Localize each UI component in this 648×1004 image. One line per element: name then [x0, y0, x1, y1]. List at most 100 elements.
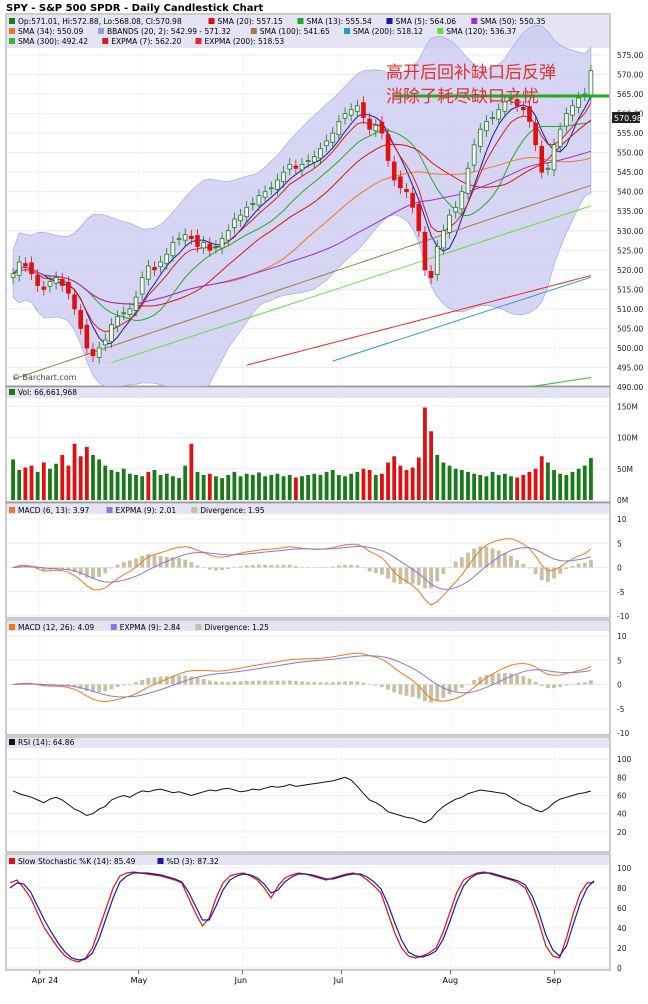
macd2-divergence-bar — [373, 684, 378, 686]
last-price-tag — [612, 112, 640, 123]
candle-body — [66, 281, 71, 294]
candlestick — [391, 155, 397, 187]
price-legend-swatch — [471, 18, 478, 24]
candlestick — [385, 128, 391, 167]
price-tick-label: 505.00 — [617, 324, 643, 333]
candlestick — [139, 271, 145, 301]
macd1-divergence-bar — [570, 565, 575, 568]
rsi-tick-label: 80 — [617, 773, 627, 782]
volume-bar — [11, 459, 15, 500]
candle-body — [342, 113, 348, 119]
price-tick-label: 550.00 — [617, 149, 643, 158]
price-legend-label: SMA (50): 550.35 — [480, 17, 546, 26]
macd1-divergence-bar — [552, 567, 556, 579]
volume-bar — [336, 475, 341, 500]
candlestick — [66, 276, 71, 300]
candle-body — [207, 243, 213, 251]
sma-100-line — [12, 184, 592, 380]
volume-bar — [509, 476, 513, 500]
candle-body — [182, 234, 188, 241]
macd1-divergence-bar — [453, 561, 458, 568]
macd1-divergence-bar — [244, 565, 249, 568]
macd1-legend-label: EXPMA (9): 2.01 — [116, 506, 177, 515]
candle-body — [72, 294, 77, 310]
candle-body — [139, 277, 145, 295]
candle-body — [158, 261, 163, 268]
candlestick — [453, 201, 458, 219]
candlestick — [256, 189, 262, 212]
volume-bar — [558, 473, 563, 500]
candlestick — [570, 99, 575, 122]
candlestick — [213, 240, 219, 254]
candle-body — [471, 144, 477, 166]
macd1-divergence-bar — [502, 552, 507, 568]
macd2-divergence-bar — [447, 684, 452, 695]
macd1-divergence-bar — [103, 567, 108, 574]
chart-title: SPY - S&P 500 SPDR - Daily Candlestick C… — [6, 3, 263, 14]
macd2-divergence-bar — [183, 675, 188, 685]
macd2-tick-label: 5 — [617, 656, 622, 665]
candlestick — [102, 333, 108, 352]
candlestick — [164, 247, 170, 270]
candle-body — [551, 144, 557, 171]
price-legend-label: SMA (120): 536.37 — [446, 27, 516, 36]
candle-body — [133, 296, 139, 311]
candle-body — [570, 105, 575, 116]
candle-body — [373, 124, 379, 132]
candlestick — [268, 181, 274, 195]
rsi-tick-label: 100 — [617, 755, 632, 764]
macd1-divergence-bar — [509, 555, 513, 568]
candlestick — [53, 271, 59, 290]
candlestick — [324, 134, 329, 152]
volume-bar — [380, 473, 384, 500]
price-legend-swatch — [9, 18, 15, 24]
volume-bar — [582, 465, 587, 500]
watermark: © Barchart.com — [12, 373, 77, 382]
price-legend-swatch — [9, 38, 15, 44]
candle-body — [434, 245, 440, 275]
price-legend-swatch — [102, 38, 109, 44]
candle-body — [121, 312, 127, 315]
macd1-divergence-bar — [582, 562, 587, 568]
candle-body — [422, 231, 428, 271]
candle-body — [262, 191, 268, 198]
x-tick-label: Sep — [546, 976, 561, 985]
volume-bar — [373, 475, 378, 500]
macd1-divergence-bar — [589, 560, 593, 568]
candlestick — [557, 122, 563, 153]
price-legend-label: SMA (5): 564.06 — [396, 17, 457, 26]
volume-bar — [275, 473, 280, 500]
macd1-divergence-bar — [134, 558, 138, 568]
macd1-divergence-bar — [54, 567, 59, 569]
volume-tick-label: 100M — [617, 434, 638, 443]
volume-bar — [54, 463, 59, 500]
volume-bar — [545, 462, 550, 500]
volume-tick-label: 50M — [617, 465, 633, 474]
volume-bar — [152, 470, 157, 500]
macd2-divergence-bar — [189, 676, 194, 685]
macd1-divergence-bar — [416, 567, 421, 585]
volume-bar — [66, 465, 71, 500]
macd2-divergence-bar — [170, 675, 175, 685]
expma-200-line — [246, 275, 592, 366]
macd1-divergence-bar — [263, 564, 268, 568]
price-tick-label: 555.00 — [617, 129, 643, 138]
macd1-legend-label: Divergence: 1.95 — [200, 506, 265, 515]
price-tick-label: 520.00 — [617, 266, 643, 275]
price-legend-label: BBANDS (20, 2): 542.99 - 571.32 — [107, 27, 231, 36]
price-panel: Op:571.01, Hi:572.88, Lo:568.08, Cl:570.… — [5, 13, 643, 401]
macd1-tick-label: -5 — [617, 588, 625, 597]
macd1-divergence-bar — [146, 554, 151, 568]
candlestick — [404, 183, 409, 198]
candle-body — [508, 97, 514, 100]
candle-body — [336, 121, 342, 136]
macd2-divergence-bar — [220, 681, 224, 685]
candlestick — [398, 170, 403, 195]
macd1-divergence-bar — [152, 555, 157, 568]
candle-body — [465, 167, 471, 194]
volume-bar — [367, 470, 372, 500]
candle-body — [527, 106, 532, 122]
candlestick — [428, 265, 434, 284]
macd1-divergence-bar — [269, 565, 274, 568]
